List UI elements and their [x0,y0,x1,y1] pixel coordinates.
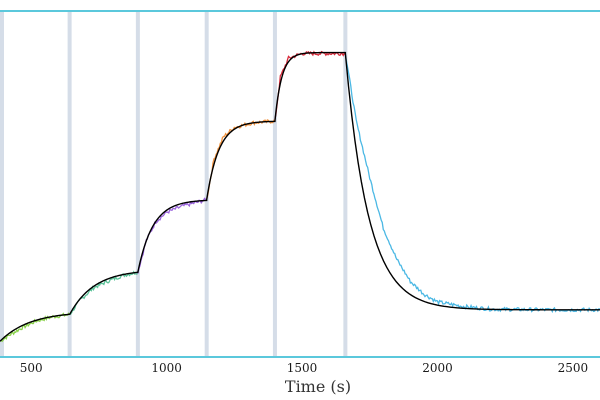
injection-markers [0,11,348,357]
x-tick-label-1500: 1500 [287,361,318,375]
data-series-5 [274,50,346,120]
x-tick-labels: 500 1000 1500 2000 2500 [20,361,588,375]
x-tick-label-2000: 2000 [422,361,453,375]
data-series-6 [344,54,600,314]
data-series-group [0,50,600,343]
data-series-2 [69,270,139,316]
x-axis-title: Time (s) [285,377,351,396]
data-series-4 [206,119,276,200]
data-series-1 [0,312,71,343]
x-tick-label-2500: 2500 [558,361,589,375]
x-tick-label-500: 500 [20,361,43,375]
x-tick-label-1000: 1000 [151,361,182,375]
fit-curve-group [0,51,600,342]
fit-curve [0,51,600,342]
plot-frame [0,10,600,358]
